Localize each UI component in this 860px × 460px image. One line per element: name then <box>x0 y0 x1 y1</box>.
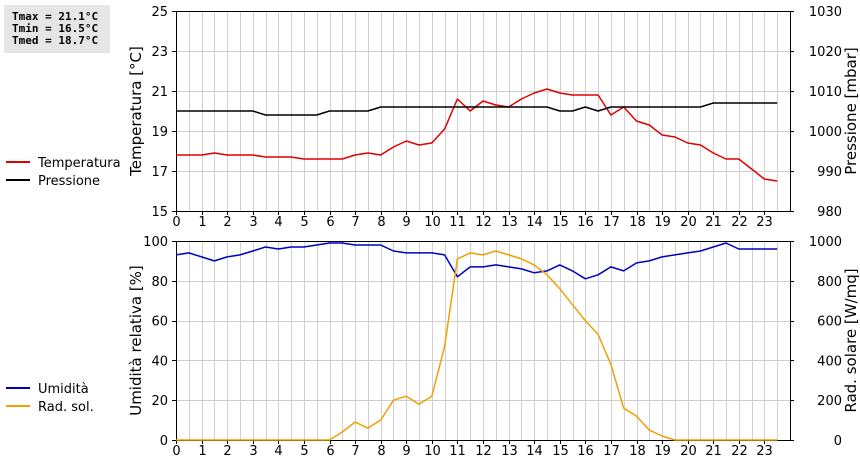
y-left-axis-label: Umidità relativa [%] <box>127 265 145 416</box>
x-tick-label: 21 <box>705 444 722 459</box>
x-tick-label: 9 <box>402 444 410 459</box>
x-tick-label: 6 <box>326 444 334 459</box>
y-right-tick-label: 1000 <box>809 235 842 250</box>
y-left-tick-label: 40 <box>151 354 168 369</box>
x-tick-label: 5 <box>300 215 308 230</box>
x-tick-label: 1 <box>198 444 206 459</box>
legend-label: Rad. sol. <box>38 400 94 415</box>
x-tick-label: 17 <box>603 215 620 230</box>
legend-label: Temperatura <box>37 156 121 171</box>
x-tick-label: 23 <box>756 215 773 230</box>
x-tick-label: 7 <box>351 444 359 459</box>
y-left-tick-label: 20 <box>151 394 168 409</box>
y-right-tick-label: 1000 <box>809 125 842 140</box>
y-right-axis-label: Pressione [mbar] <box>842 47 860 175</box>
x-tick-label: 0 <box>172 215 180 230</box>
tmed-text: Tmed = 18.7°C <box>12 34 99 47</box>
x-tick-label: 13 <box>501 444 518 459</box>
y-right-axis-label: Rad. solare [W/mq] <box>842 268 860 412</box>
x-tick-label: 12 <box>475 444 492 459</box>
series-line-rad-sol <box>176 250 778 441</box>
tmin-text: Tmin = 16.5°C <box>12 22 99 35</box>
y-left-tick-label: 19 <box>151 125 168 140</box>
y-left-tick-label: 100 <box>143 235 168 250</box>
chart-panel-2: 0 1 2 3 4 5 6 7 8 9 10 11 12 13 14 15 16 17 18 19 20 21 22 2302… <box>6 235 860 459</box>
x-tick-label: 18 <box>629 444 646 459</box>
x-tick-label: 22 <box>731 215 748 230</box>
x-tick-label: 18 <box>629 215 646 230</box>
y-left-tick-label: 80 <box>151 275 168 290</box>
x-tick-label: 19 <box>654 444 671 459</box>
x-tick-label: 15 <box>552 215 569 230</box>
stats-box: Tmax = 21.1°C Tmin = 16.5°C Tmed = 18.7°… <box>4 5 110 53</box>
y-right-tick-label: 1020 <box>809 45 842 60</box>
x-tick-label: 5 <box>300 444 308 459</box>
y-left-tick-label: 17 <box>151 165 168 180</box>
x-tick-label: 2 <box>223 215 231 230</box>
x-tick-label: 20 <box>680 215 697 230</box>
x-tick-label: 13 <box>501 215 518 230</box>
x-tick-label: 6 <box>326 215 334 230</box>
y-right-tick-label: 600 <box>817 315 842 330</box>
x-tick-label: 19 <box>654 215 671 230</box>
series-line-pressione <box>176 102 778 116</box>
x-tick-label: 9 <box>402 215 410 230</box>
y-left-tick-label: 15 <box>151 205 168 220</box>
x-tick-label: 3 <box>249 444 257 459</box>
x-tick-label: 4 <box>274 215 282 230</box>
y-left-tick-label: 60 <box>151 315 168 330</box>
x-tick-label: 20 <box>680 444 697 459</box>
y-left-axis-label: Temperatura [°C] <box>127 46 145 177</box>
x-tick-label: 8 <box>377 215 385 230</box>
x-tick-label: 16 <box>577 215 594 230</box>
y-right-tick-label: 1030 <box>809 5 842 20</box>
x-tick-label: 15 <box>552 444 569 459</box>
y-left-tick-label: 21 <box>151 85 168 100</box>
x-tick-label: 3 <box>249 215 257 230</box>
legend-label: Pressione <box>38 174 100 189</box>
series-line-temperatura <box>176 88 778 182</box>
x-tick-label: 11 <box>449 444 466 459</box>
y-left-tick-label: 25 <box>151 5 168 20</box>
x-tick-label: 12 <box>475 215 492 230</box>
x-tick-label: 7 <box>351 215 359 230</box>
x-tick-label: 1 <box>198 215 206 230</box>
x-tick-label: 8 <box>377 444 385 459</box>
x-tick-label: 11 <box>449 215 466 230</box>
x-tick-label: 16 <box>577 444 594 459</box>
x-tick-label: 21 <box>705 215 722 230</box>
y-left-tick-label: 23 <box>151 45 168 60</box>
x-tick-label: 23 <box>756 444 773 459</box>
y-right-tick-label: 990 <box>817 165 842 180</box>
x-tick-label: 17 <box>603 444 620 459</box>
legend-label: Umidità <box>38 382 89 397</box>
tmax-text: Tmax = 21.1°C <box>12 10 99 23</box>
series-line-umidit <box>175 242 778 280</box>
chart-panel-1: 0 1 2 3 4 5 6 7 8 9 10 11 12 13 14 15 16 17 18 19 20 21 22 2315… <box>6 5 860 230</box>
y-right-tick-label: 400 <box>817 354 842 369</box>
y-right-tick-label: 200 <box>817 394 842 409</box>
y-right-tick-label: 980 <box>817 205 842 220</box>
y-right-tick-label: 800 <box>817 275 842 290</box>
x-tick-label: 4 <box>274 444 282 459</box>
x-tick-label: 0 <box>172 444 180 459</box>
x-tick-label: 14 <box>526 215 543 230</box>
x-tick-label: 14 <box>526 444 543 459</box>
x-tick-label: 2 <box>223 444 231 459</box>
x-tick-label: 10 <box>424 215 441 230</box>
y-right-tick-label: 0 <box>834 434 842 449</box>
x-tick-label: 22 <box>731 444 748 459</box>
y-right-tick-label: 1010 <box>809 85 842 100</box>
y-left-tick-label: 0 <box>160 434 168 449</box>
x-tick-label: 10 <box>424 444 441 459</box>
